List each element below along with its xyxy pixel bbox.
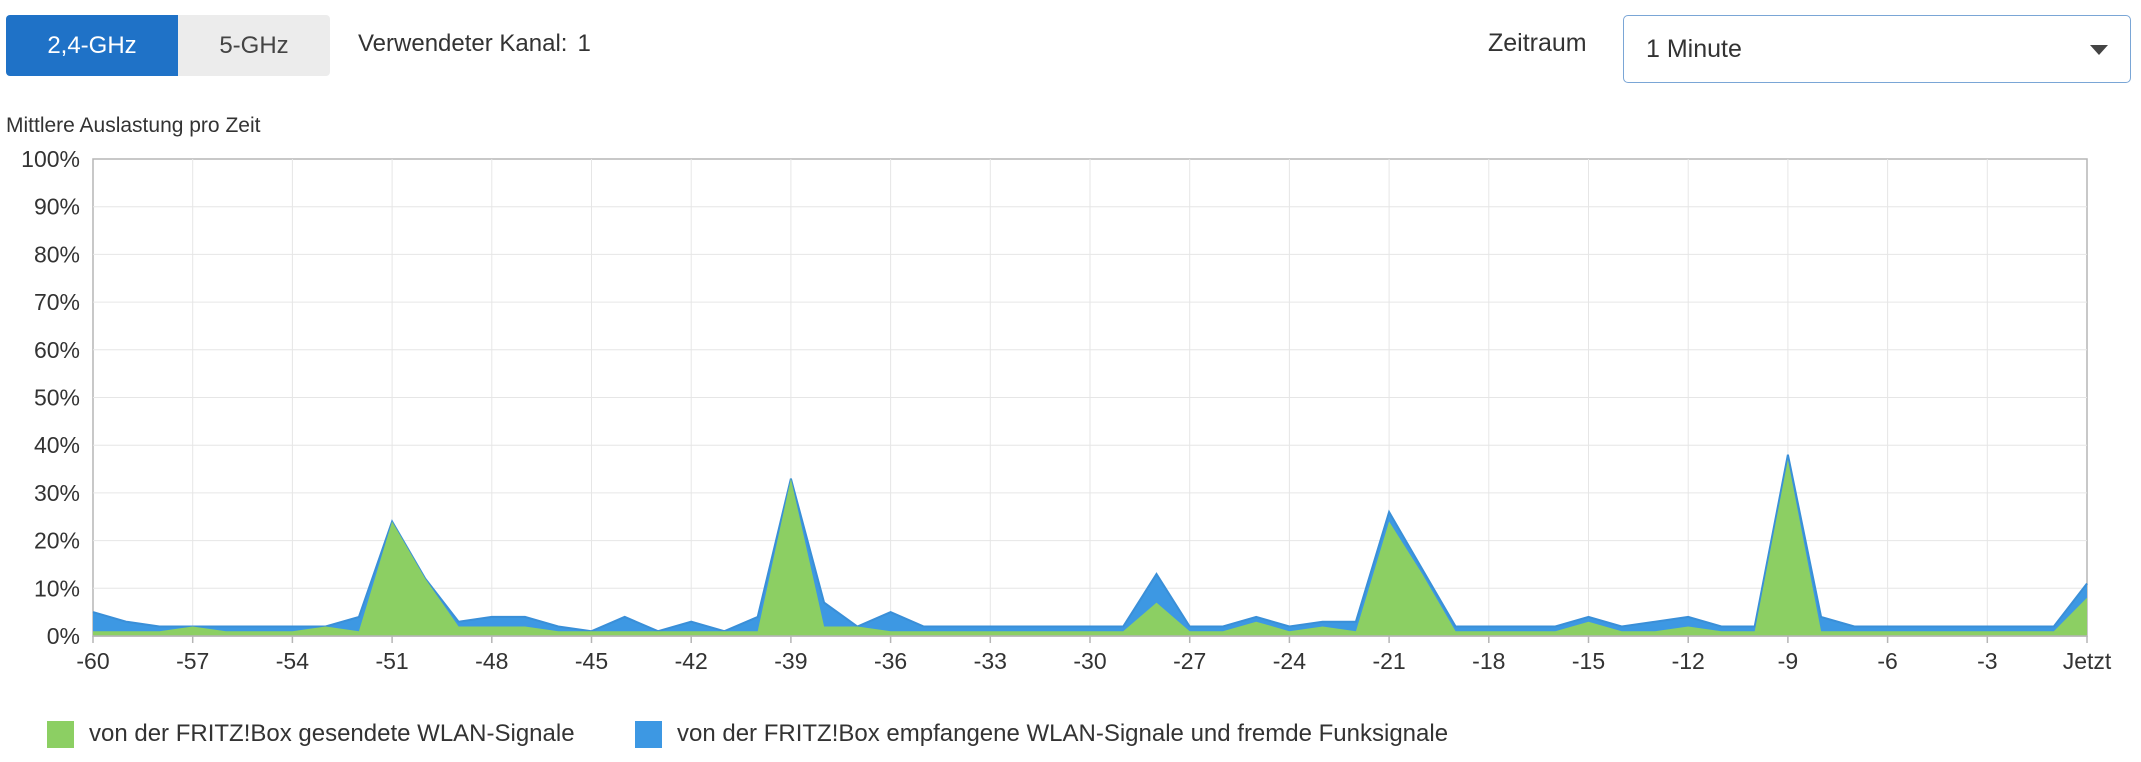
x-tick-label: -12	[1672, 648, 1705, 674]
x-tick-label: -39	[774, 648, 807, 674]
y-tick-label: 20%	[34, 528, 80, 554]
x-tick-label: -45	[575, 648, 608, 674]
y-tick-label: 60%	[34, 337, 80, 363]
period-selected-value: 1 Minute	[1646, 34, 1742, 63]
band-toggle-group: 2,4-GHz 5-GHz	[6, 15, 330, 76]
x-tick-label: -33	[974, 648, 1007, 674]
utilization-chart: 0% 10% 20% 30% 40% 50% 60% 70% 80% 90% 100% -60 -57 -…	[21, 146, 2112, 674]
y-tick-label: 80%	[34, 241, 80, 267]
chevron-down-icon	[2090, 45, 2108, 55]
x-tick-label: -57	[176, 648, 209, 674]
period-label: Zeitraum	[1488, 29, 1587, 57]
y-tick-label: 100%	[21, 146, 80, 172]
channel-value: 1	[577, 30, 591, 57]
y-tick-label: 40%	[34, 432, 80, 458]
legend-item-received: von der FRITZ!Box empfangene WLAN-Signal…	[635, 720, 1448, 748]
x-tick-label: -30	[1073, 648, 1106, 674]
x-tick-label: -27	[1173, 648, 1206, 674]
x-tick-label: -36	[874, 648, 907, 674]
channel-info: Verwendeter Kanal: 1	[358, 30, 591, 58]
y-tick-label: 50%	[34, 385, 80, 411]
legend-item-sent: von der FRITZ!Box gesendete WLAN-Signale	[47, 720, 575, 748]
y-tick-label: 30%	[34, 480, 80, 506]
legend-swatch-blue	[635, 720, 662, 748]
x-tick-label: -54	[276, 648, 309, 674]
x-tick-label: -21	[1372, 648, 1405, 674]
x-tick-label: -42	[675, 648, 708, 674]
legend-label-received: von der FRITZ!Box empfangene WLAN-Signal…	[677, 720, 1449, 747]
band-24ghz-button[interactable]: 2,4-GHz	[6, 15, 178, 76]
legend-label-sent: von der FRITZ!Box gesendete WLAN-Signale	[89, 720, 575, 747]
period-select[interactable]: 1 Minute	[1623, 15, 2131, 83]
legend-swatch-green	[47, 720, 74, 748]
x-tick-label: -3	[1977, 648, 1997, 674]
x-tick-label: -15	[1572, 648, 1605, 674]
band-5ghz-button[interactable]: 5-GHz	[178, 15, 330, 76]
y-tick-label: 90%	[34, 194, 80, 220]
x-tick-label: -51	[375, 648, 408, 674]
x-tick-label: -18	[1472, 648, 1505, 674]
x-tick-label: Jetzt	[2063, 648, 2112, 674]
channel-label: Verwendeter Kanal:	[358, 30, 568, 57]
y-tick-label: 10%	[34, 575, 80, 601]
y-tick-label: 70%	[34, 289, 80, 315]
x-tick-label: -9	[1778, 648, 1798, 674]
x-tick-label: -6	[1877, 648, 1897, 674]
chart-title: Mittlere Auslastung pro Zeit	[6, 114, 261, 137]
x-tick-label: -24	[1273, 648, 1306, 674]
x-tick-label: -48	[475, 648, 508, 674]
y-tick-label: 0%	[47, 623, 80, 649]
x-tick-label: -60	[76, 648, 109, 674]
